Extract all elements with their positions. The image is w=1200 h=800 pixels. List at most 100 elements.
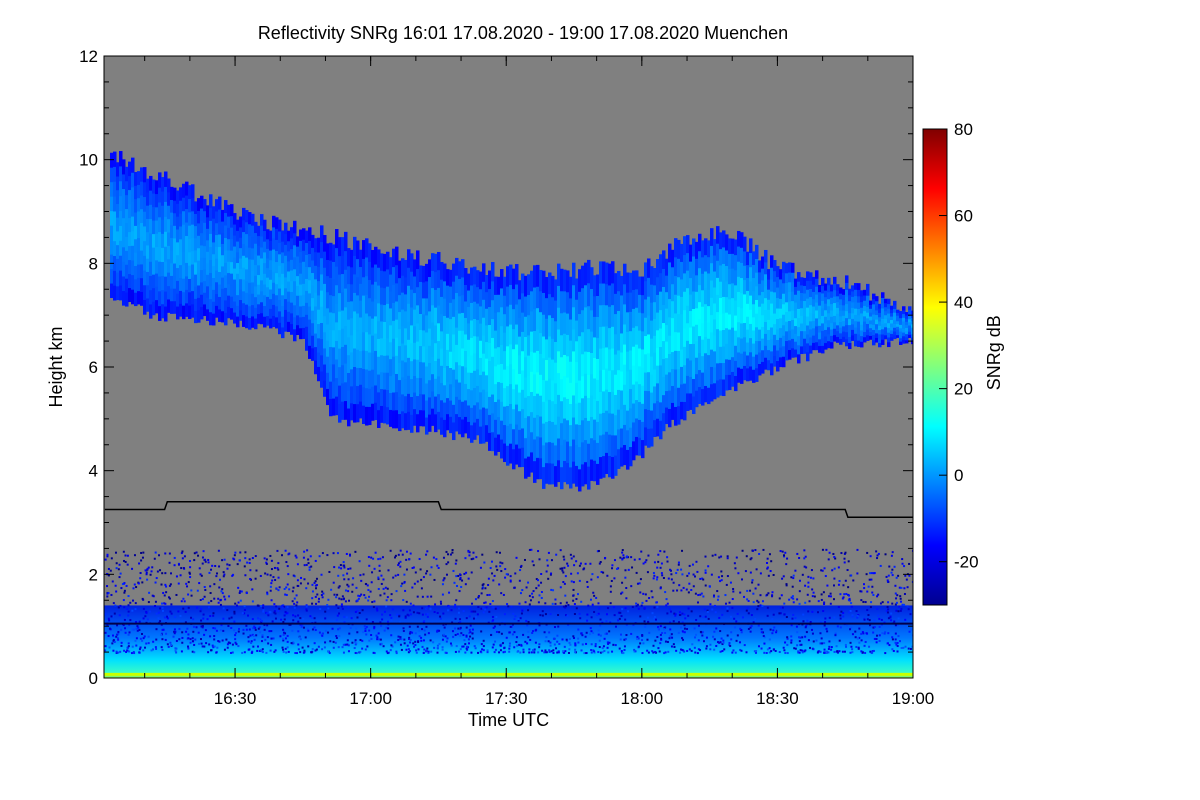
boundary-layer-pixel (443, 577, 446, 580)
cloud-cell (692, 273, 696, 292)
boundary-layer-pixel (824, 617, 827, 620)
boundary-layer-pixel (699, 615, 702, 618)
boundary-layer-pixel (115, 567, 118, 570)
boundary-layer-pixel (127, 645, 130, 648)
boundary-layer-pixel (508, 631, 511, 634)
boundary-layer-pixel (902, 646, 905, 649)
cloud-cell (887, 313, 891, 319)
boundary-layer-pixel (766, 606, 769, 609)
cloud-cell (743, 279, 747, 295)
boundary-layer-pixel (482, 639, 485, 642)
boundary-layer-pixel (759, 594, 762, 597)
cloud-cell (716, 226, 720, 244)
cloud-cell (713, 334, 717, 352)
boundary-layer-pixel (443, 626, 446, 629)
cloud-cell (377, 409, 381, 428)
boundary-layer-pixel (857, 614, 860, 617)
cloud-cell (305, 278, 309, 291)
cloud-cell (203, 245, 207, 258)
boundary-layer-pixel (317, 600, 320, 603)
cloud-cell (758, 340, 762, 353)
cloud-cell (419, 377, 423, 395)
cloud-cell (140, 194, 144, 210)
boundary-layer-pixel (477, 595, 480, 598)
cloud-cell (341, 401, 345, 420)
boundary-layer-pixel (270, 630, 273, 633)
cloud-cell (197, 222, 201, 236)
cloud-cell (629, 388, 633, 409)
cloud-cell (446, 269, 450, 286)
cloud-cell (761, 361, 765, 374)
boundary-layer-pixel (743, 644, 746, 647)
cloud-cell (245, 268, 249, 282)
boundary-layer-pixel (354, 550, 357, 553)
cloud-cell (656, 259, 660, 278)
cloud-cell (698, 233, 702, 252)
boundary-layer-pixel (209, 635, 212, 638)
boundary-layer-pixel (344, 589, 347, 592)
boundary-layer-pixel (685, 588, 688, 591)
cloud-cell (350, 351, 354, 370)
cloud-cell (692, 395, 696, 414)
cloud-cell (122, 203, 126, 219)
boundary-layer-pixel (180, 567, 183, 570)
boundary-layer-pixel (373, 627, 376, 630)
boundary-layer-pixel (842, 615, 845, 618)
boundary-layer-pixel (238, 591, 241, 594)
cloud-cell (203, 280, 207, 293)
boundary-layer-pixel (128, 631, 131, 634)
cloud-cell (638, 347, 642, 367)
boundary-layer-pixel (684, 617, 687, 620)
cloud-cell (677, 368, 681, 388)
cloud-cell (236, 316, 240, 328)
boundary-layer-pixel (165, 585, 168, 588)
boundary-layer-pixel (572, 599, 575, 602)
cloud-cell (761, 338, 765, 351)
cloud-cell (500, 363, 504, 383)
cloud-cell (443, 402, 447, 420)
cloud-cell (851, 296, 855, 303)
boundary-layer-pixel (107, 567, 110, 570)
boundary-layer-pixel (872, 572, 875, 575)
cloud-cell (512, 308, 516, 330)
cloud-cell (434, 396, 438, 415)
cloud-cell (665, 374, 669, 392)
boundary-layer-pixel (302, 626, 305, 629)
boundary-layer-pixel (191, 640, 194, 643)
cloud-cell (260, 279, 264, 292)
cloud-cell (788, 330, 792, 341)
cloud-cell (245, 257, 249, 270)
boundary-layer-pixel (175, 639, 178, 642)
boundary-layer-pixel (794, 647, 797, 650)
boundary-layer-pixel (763, 651, 766, 654)
boundary-layer-pixel (180, 552, 183, 555)
boundary-layer-pixel (405, 558, 408, 561)
cloud-cell (767, 359, 771, 371)
boundary-layer-pixel (275, 605, 278, 608)
cloud-cell (185, 195, 189, 210)
cloud-cell (302, 228, 306, 240)
cloud-cell (863, 315, 867, 322)
boundary-layer-pixel (743, 595, 746, 598)
cloud-cell (308, 332, 312, 346)
boundary-layer-pixel (796, 598, 799, 601)
boundary-layer-pixel (127, 610, 130, 613)
cloud-cell (425, 365, 429, 384)
boundary-layer-pixel (213, 583, 216, 586)
cloud-cell (176, 267, 180, 281)
cloud-cell (839, 287, 843, 294)
cloud-cell (326, 275, 330, 293)
boundary-layer-pixel (590, 651, 593, 654)
cloud-cell (887, 308, 891, 314)
boundary-layer-pixel (531, 596, 534, 599)
cloud-cell (287, 230, 291, 242)
boundary-layer-pixel (900, 600, 903, 603)
boundary-layer-pixel (864, 601, 867, 604)
boundary-layer-pixel (639, 578, 642, 581)
boundary-layer-pixel (692, 585, 695, 588)
cloud-cell (782, 303, 786, 315)
boundary-layer-pixel (459, 627, 462, 630)
boundary-layer-pixel (646, 616, 649, 619)
boundary-layer-pixel (454, 562, 457, 565)
cloud-cell (566, 355, 570, 378)
